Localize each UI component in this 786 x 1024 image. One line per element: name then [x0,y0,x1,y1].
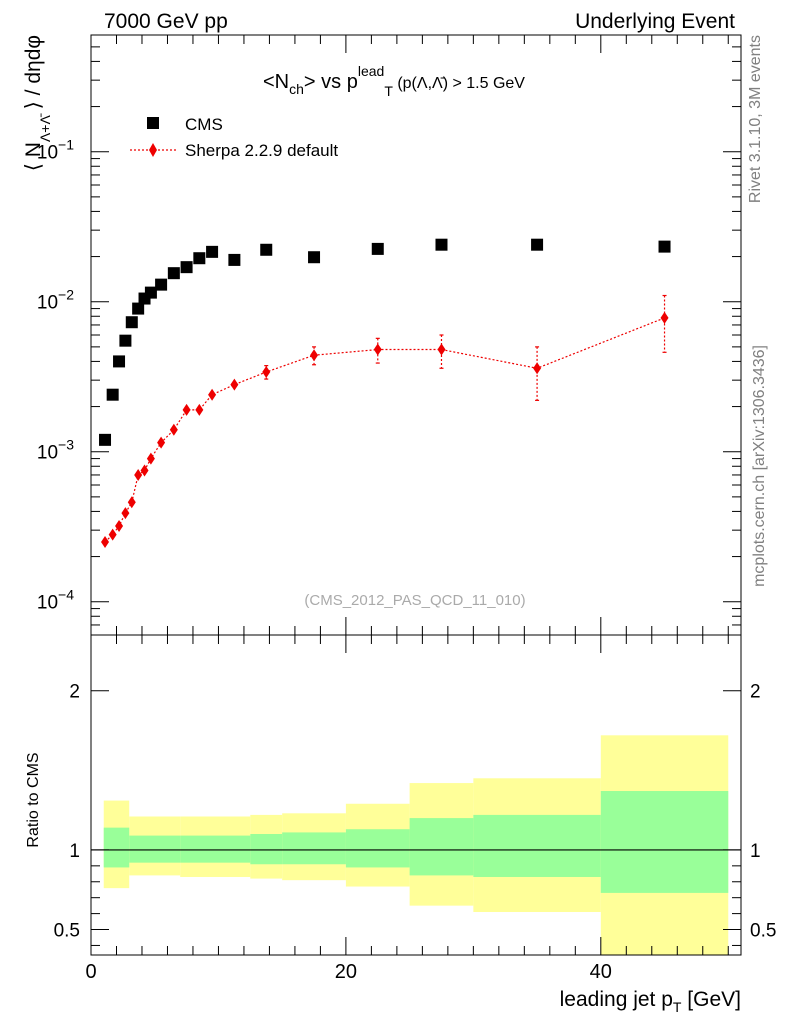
sherpa-point [134,468,143,481]
chart-title: <Nch> vs pleadT (p(Λ,Λ̄) > 1.5 GeV [263,63,525,99]
main-series [99,238,671,549]
ratio-band-inner [250,834,283,865]
sherpa-point [108,528,117,541]
cms-point [155,278,168,291]
ratio-panel: 0.5 0.51 12 20 20 40 [54,634,776,983]
ratio-band-inner [282,832,346,865]
header-right: Underlying Event [575,10,735,33]
ratio-y-tick-label: 0.5 [54,921,80,942]
legend-marker-sherpa [149,143,157,157]
sherpa-point [437,343,446,356]
ratio-bands [91,735,741,955]
x-tick-label: 20 [335,961,357,983]
sherpa-point [262,366,271,379]
cms-point [106,388,119,401]
header-left: 7000 GeV pp [104,10,228,33]
site-label: mcplots.cern.ch [arXiv:1306.3436] [751,345,768,587]
sherpa-point [140,464,149,477]
ratio-y-tick-label-right: 0.5 [750,921,776,942]
sherpa-point [121,507,130,520]
cms-point [132,302,145,315]
sherpa-point [660,311,669,324]
ratio-band-inner [180,835,251,863]
rivet-label: Rivet 3.1.10, 3M events [747,35,764,203]
sherpa-point [157,436,166,449]
ratio-y-title: Ratio to CMS [25,752,42,847]
sherpa-line [104,317,665,543]
ratio-band-inner [600,791,729,893]
ratio-band-inner [409,818,474,876]
cms-point [531,238,544,251]
ratio-band-inner [129,835,181,863]
cms-point [206,245,219,258]
sherpa-point [230,378,239,391]
sherpa-point [127,496,136,509]
sherpa-point [310,349,319,362]
sherpa-point [101,536,110,549]
analysis-tag: (CMS_2012_PAS_QCD_11_010) [304,592,525,609]
ratio-y-tick-label: 2 [69,682,80,703]
ratio-y-tick-label-right: 2 [750,682,761,703]
ratio-frame [90,634,742,956]
legend-label-sherpa: Sherpa 2.2.9 default [185,141,338,160]
cms-point [167,267,180,280]
legend-marker-cms [147,117,159,129]
ratio-y-tick-label: 1 [69,841,80,862]
sherpa-point [373,343,382,356]
cms-point [99,433,112,446]
y-tick-label: 10−1 [37,137,74,164]
ratio-band-inner [473,814,601,877]
ratio-axes: 0.5 0.51 12 20 20 40 [54,635,776,983]
y-tick-label: 10−2 [37,287,74,314]
x-tick-label: 40 [590,961,612,983]
x-tick-label: 0 [85,961,96,983]
ratio-band-inner [345,829,410,868]
legend: CMS Sherpa 2.2.9 default [130,115,338,160]
sherpa-point [169,423,178,436]
y-tick-label: 10−4 [37,587,74,614]
cms-point [144,286,157,299]
legend-label-cms: CMS [185,115,223,134]
ratio-y-tick-label-right: 1 [750,841,761,862]
cms-point [260,243,273,256]
cms-point [125,316,138,329]
cms-point [113,355,126,368]
cms-point [119,334,132,347]
cms-point [193,252,206,265]
cms-point [371,242,384,255]
sherpa-point [533,362,542,375]
cms-point [180,261,193,274]
y-tick-label: 10−3 [37,437,74,464]
sherpa-point [115,519,124,532]
main-axes: 10−4 10−3 10−2 10−1 [37,35,741,636]
sherpa-point [146,452,155,465]
cms-point [658,240,671,253]
sherpa-point [182,403,191,416]
cms-point [308,251,321,264]
sherpa-point [208,388,217,401]
cms-point [228,253,241,266]
main-panel: 10−4 10−3 10−2 10−1 [37,34,742,636]
y-axis-title: ⟨ NΛ+Λ̄ ⟩ / dηdφ [22,35,53,171]
ratio-band-inner [103,827,130,868]
cms-point [435,238,448,251]
x-axis-title: leading jet pT [GeV] [560,988,741,1015]
sherpa-point [195,403,204,416]
